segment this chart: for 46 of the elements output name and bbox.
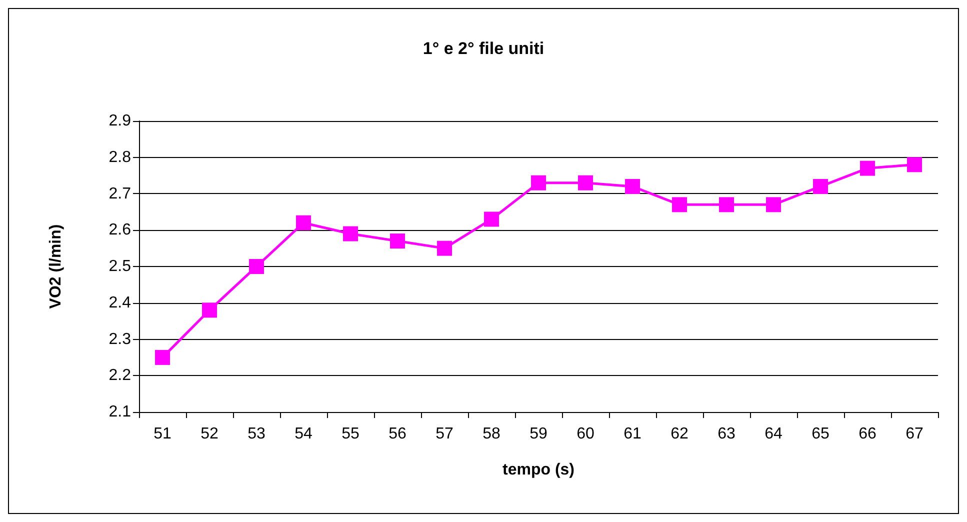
x-tick-label: 55 xyxy=(342,426,360,442)
point xyxy=(625,178,640,194)
point xyxy=(343,226,358,242)
x-tick-label: 60 xyxy=(576,426,594,442)
x-tick-label: 53 xyxy=(248,426,266,442)
point xyxy=(531,175,546,190)
y-tick-label: 2.7 xyxy=(108,185,132,202)
x-tick-label: 57 xyxy=(436,426,454,442)
point xyxy=(390,234,405,249)
point xyxy=(578,175,593,190)
y-tick-label: 2.8 xyxy=(108,148,132,166)
point xyxy=(907,157,922,172)
x-tick-label: 64 xyxy=(764,426,782,442)
point xyxy=(296,215,311,230)
point xyxy=(155,350,170,365)
point xyxy=(860,160,875,176)
point xyxy=(719,197,734,212)
x-tick-label: 62 xyxy=(670,426,688,442)
point xyxy=(766,197,781,212)
y-tick-label: 2.9 xyxy=(108,112,132,130)
y-tick-label: 2.1 xyxy=(108,404,132,420)
y-tick-label: 2.4 xyxy=(108,294,132,312)
x-tick-label: 54 xyxy=(294,426,312,442)
x-tick-label: 56 xyxy=(388,426,406,442)
x-tick-label: 63 xyxy=(718,426,736,442)
y-tick-label: 2.2 xyxy=(108,367,132,384)
x-tick-label: 52 xyxy=(200,426,218,442)
x-axis-title: tempo (s) xyxy=(502,462,574,478)
point xyxy=(437,240,452,256)
x-tick-label: 58 xyxy=(482,426,500,442)
x-tick-label: 61 xyxy=(624,426,642,442)
y-axis-title: VO2 (l/min) xyxy=(48,224,64,309)
point xyxy=(249,259,264,274)
x-tick-label: 51 xyxy=(154,426,172,442)
point xyxy=(202,302,217,318)
point xyxy=(484,212,499,227)
point xyxy=(813,178,828,194)
x-tick-label: 67 xyxy=(906,426,924,442)
y-tick-label: 2.3 xyxy=(108,330,132,348)
x-tick-label: 66 xyxy=(858,426,876,442)
y-tick-label: 2.5 xyxy=(108,258,132,275)
x-tick-label: 59 xyxy=(530,426,548,442)
point xyxy=(672,197,687,212)
chart-title: 1° e 2° file uniti xyxy=(422,39,544,58)
y-tick-label: 2.6 xyxy=(108,222,132,239)
x-tick-label: 65 xyxy=(812,426,830,442)
